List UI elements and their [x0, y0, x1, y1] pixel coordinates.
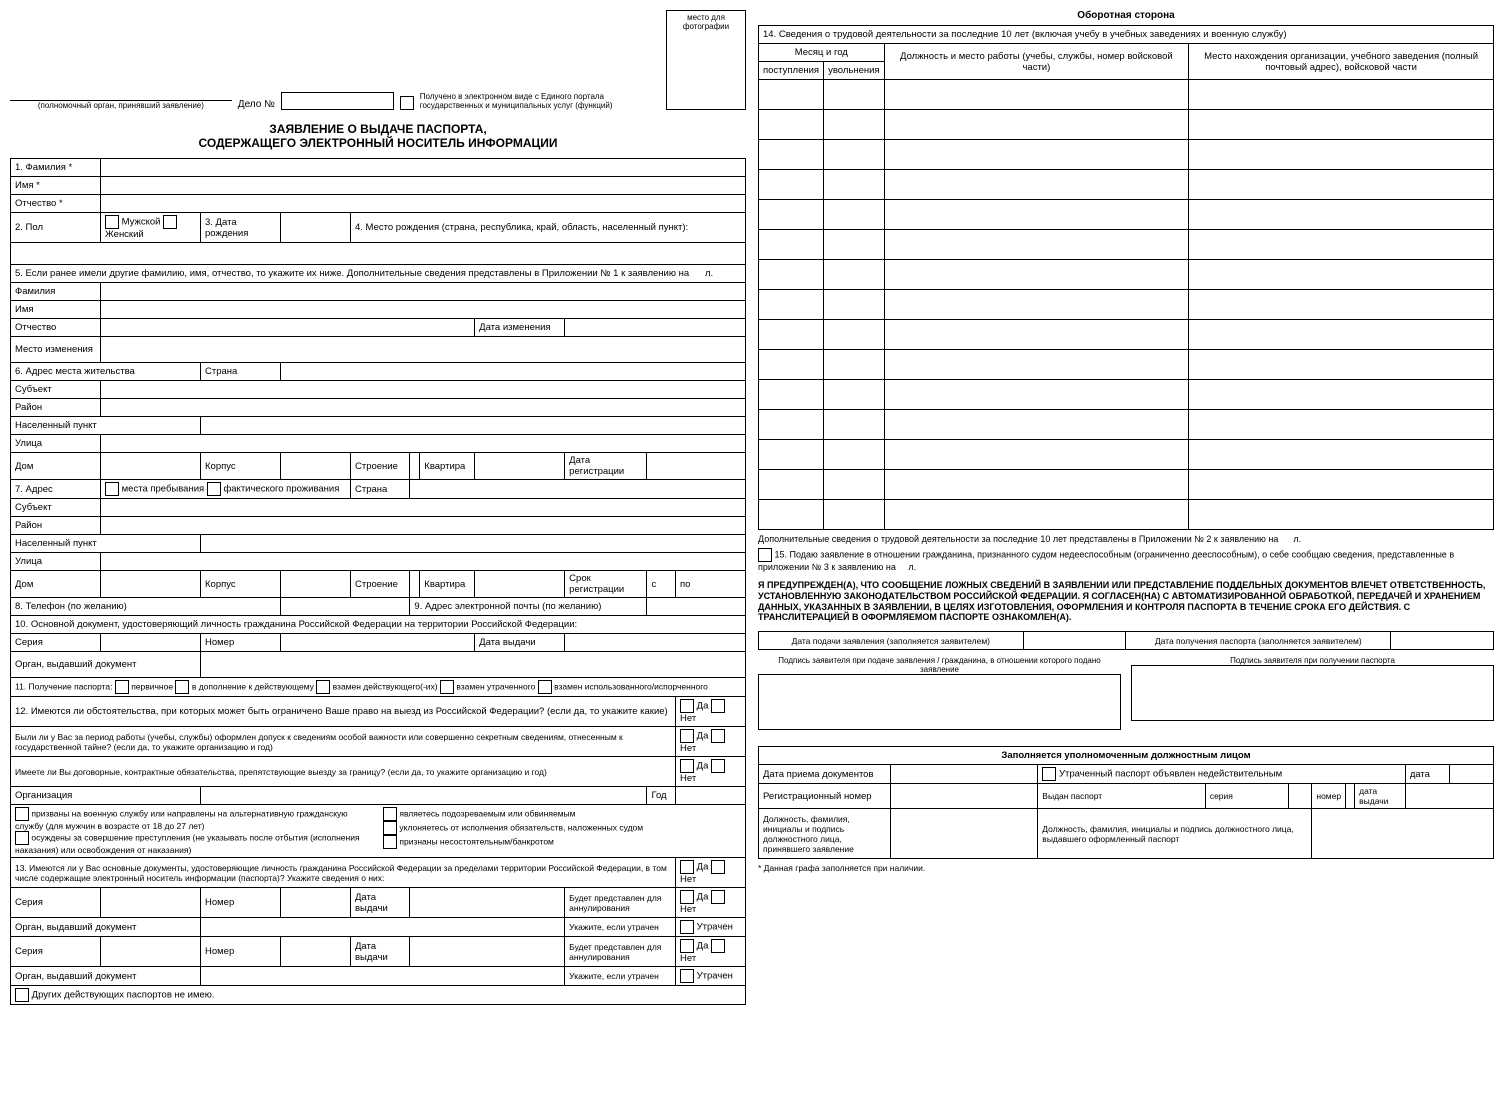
page2-title: Оборотная сторона — [758, 10, 1494, 21]
cb-no-other[interactable] — [15, 988, 29, 1002]
cb-q12-yes[interactable] — [680, 699, 694, 713]
signature-box-submit[interactable] — [758, 674, 1121, 730]
checkbox-female[interactable] — [163, 215, 177, 229]
photo-box: место для фотографии — [666, 10, 746, 110]
official-section: Заполняется уполномоченным должностным л… — [758, 746, 1494, 859]
form-title: ЗАЯВЛЕНИЕ О ВЫДАЧЕ ПАСПОРТА, СОДЕРЖАЩЕГО… — [10, 122, 746, 150]
checkbox-stay[interactable] — [105, 482, 119, 496]
case-no-label: Дело № — [238, 99, 275, 110]
checkbox-fact[interactable] — [207, 482, 221, 496]
checkbox-male[interactable] — [105, 215, 119, 229]
cb-opt3[interactable] — [316, 680, 330, 694]
work-history-table: 14. Сведения о трудовой деятельности за … — [758, 25, 1494, 530]
checkbox-electronic[interactable] — [400, 96, 414, 110]
signature-box-receive[interactable] — [1131, 665, 1494, 721]
warning-text: Я ПРЕДУПРЕЖДЕН(А), ЧТО СООБЩЕНИЕ ЛОЖНЫХ … — [758, 580, 1494, 623]
cb-q15[interactable] — [758, 548, 772, 562]
cb-opt2[interactable] — [175, 680, 189, 694]
section-name: 1. Фамилия * Имя * Отчество * 2. Пол Муж… — [10, 158, 746, 1005]
electronic-label: Получено в электронном виде с Единого по… — [420, 92, 660, 110]
form-page-1: (полномочный орган, принявший заявление)… — [10, 10, 746, 1005]
footnote: * Данная графа заполняется при наличии. — [758, 863, 1494, 873]
authority-caption: (полномочный орган, принявший заявление) — [10, 101, 232, 110]
signature-dates: Дата подачи заявления (заполняется заяви… — [758, 631, 1494, 650]
form-page-2: Оборотная сторона 14. Сведения о трудово… — [758, 10, 1494, 1005]
cb-q12-no[interactable] — [711, 699, 725, 713]
cb-opt1[interactable] — [115, 680, 129, 694]
cb-opt4[interactable] — [440, 680, 454, 694]
cb-opt5[interactable] — [538, 680, 552, 694]
